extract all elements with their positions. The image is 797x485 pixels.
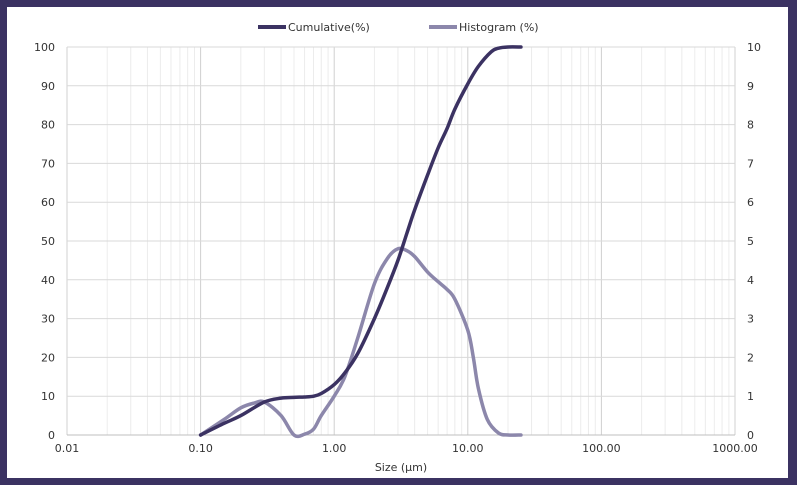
y-left-tick-label: 30: [41, 313, 55, 326]
y-left-tick-label: 10: [41, 390, 55, 403]
x-tick-label: 1.00: [322, 442, 347, 455]
x-tick-label: 0.01: [55, 442, 80, 455]
x-tick-label: 0.10: [188, 442, 213, 455]
legend: Cumulative(%) Histogram (%): [258, 21, 539, 34]
y-right-tick-label: 5: [747, 235, 754, 248]
grid: [66, 46, 736, 436]
series: [198, 45, 523, 439]
y-right-tick-label: 6: [747, 196, 754, 209]
y-left-tick-label: 50: [41, 235, 55, 248]
y-left-tick-label: 90: [41, 80, 55, 93]
y-left-tick-label: 20: [41, 351, 55, 364]
y-right-tick-label: 1: [747, 390, 754, 403]
legend-label-histogram: Histogram (%): [459, 21, 539, 34]
y-left-tick-label: 40: [41, 274, 55, 287]
y-left-tick-label: 60: [41, 196, 55, 209]
y-left-tick-label: 0: [48, 429, 55, 442]
x-tick-label: 100.00: [582, 442, 621, 455]
y-right-tick-label: 7: [747, 157, 754, 170]
y-left-tick-label: 80: [41, 119, 55, 132]
cumulative-series-line: [198, 45, 523, 437]
y-right-tick-label: 9: [747, 80, 754, 93]
y-left-tick-label: 70: [41, 157, 55, 170]
y-right-tick-label: 2: [747, 351, 754, 364]
axes: 0.01 0.10 1.00 10.00 100.00 1000.000102030405…: [34, 41, 761, 455]
chart-container: 0.01 0.10 1.00 10.00 100.00 1000.00 0 10 20 30 40 5…: [7, 7, 788, 478]
y-left-tick-label: 100: [34, 41, 55, 54]
y-right-tick-label: 3: [747, 313, 754, 326]
particle-size-chart: 0.01 0.10 1.00 10.00 100.00 1000.000102030405…: [34, 21, 761, 474]
y-right-tick-label: 4: [747, 274, 754, 287]
y-right-tick-label: 8: [747, 119, 754, 132]
x-axis-title: Size (µm): [375, 461, 427, 474]
y-right-tick-label: 0: [747, 429, 754, 442]
x-tick-label: 10.00: [452, 442, 484, 455]
y-right-tick-label: 10: [747, 41, 761, 54]
histogram-series-line: [198, 246, 523, 439]
x-tick-label: 1000.00: [712, 442, 758, 455]
legend-label-cumulative: Cumulative(%): [288, 21, 370, 34]
